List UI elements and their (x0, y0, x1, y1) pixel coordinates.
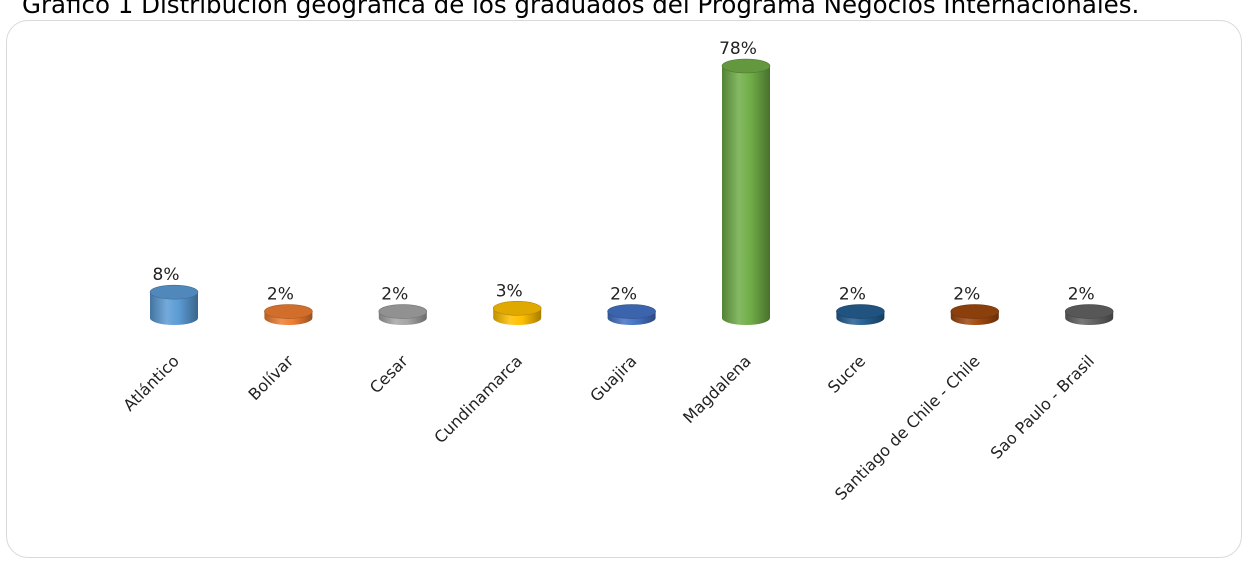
bar-sao-paulo-brasil (1064, 304, 1114, 325)
category-label-magdalena: Magdalena (679, 351, 755, 427)
category-label-sucre: Sucre (824, 351, 869, 396)
data-label-cundinamarca: 3% (496, 281, 523, 301)
data-label-sao-paulo-brasil: 2% (1068, 285, 1095, 305)
data-label-bolivar: 2% (267, 285, 294, 305)
bar-bolivar (264, 304, 313, 325)
category-label-sao-paulo-brasil: Sao Paulo - Brasil (987, 351, 1098, 462)
category-label-cesar: Cesar (366, 351, 412, 397)
data-label-santiago-de-chile-chile: 2% (953, 285, 980, 305)
bar-cesar (378, 304, 428, 325)
chart-title: Gráfico 1 Distribución geográfica de los… (22, 0, 1140, 19)
chart-frame (6, 20, 1242, 558)
bar-guajira (607, 304, 656, 325)
bar-sucre (836, 304, 885, 325)
category-label-cundinamarca: Cundinamarca (430, 351, 526, 447)
data-label-magdalena: 78% (719, 39, 757, 59)
bar-atlantico (149, 284, 199, 325)
data-label-cesar: 2% (381, 285, 408, 305)
data-label-guajira: 2% (610, 285, 637, 305)
bar-santiago-de-chile-chile (950, 304, 1000, 325)
data-label-sucre: 2% (839, 285, 866, 305)
category-label-atlantico: Atlántico (119, 351, 182, 414)
bar-cundinamarca (492, 301, 542, 325)
data-label-atlantico: 8% (153, 265, 180, 285)
bar-magdalena (721, 58, 771, 325)
category-label-guajira: Guajira (586, 351, 640, 405)
category-label-bolivar: Bolívar (245, 351, 298, 404)
